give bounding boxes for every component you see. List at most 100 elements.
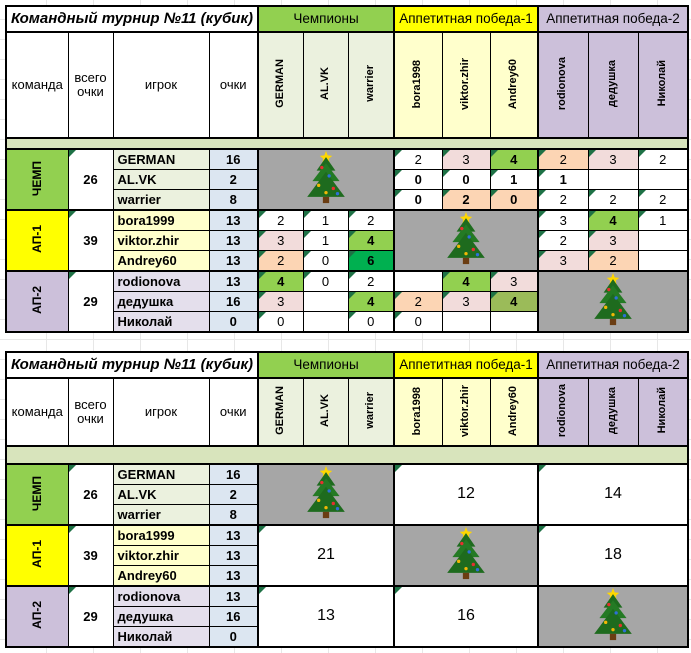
team-score-cell[interactable]: 18	[537, 524, 689, 587]
col-header-rodionova[interactable]: rodionova	[537, 377, 589, 447]
self-block-cell[interactable]	[393, 209, 539, 272]
score-cell[interactable]: 3	[257, 291, 304, 312]
points-cell[interactable]: 13	[208, 230, 259, 251]
col-header-dedushka[interactable]: дедушка	[587, 377, 639, 447]
score-cell[interactable]: 3	[587, 230, 639, 251]
score-cell[interactable]	[302, 291, 349, 312]
player-name-cell[interactable]: AL.VK	[112, 169, 210, 190]
score-cell[interactable]: 4	[489, 291, 539, 312]
col-header-dedushka[interactable]: дедушка	[587, 31, 639, 139]
col-header-team[interactable]: команда	[5, 377, 69, 447]
score-cell[interactable]: 0	[257, 311, 304, 333]
score-cell[interactable]	[587, 169, 639, 190]
group-header-champions[interactable]: Чемпионы	[257, 351, 395, 379]
score-cell[interactable]	[441, 311, 491, 333]
score-cell[interactable]	[393, 270, 443, 292]
total-cell[interactable]: 39	[67, 209, 114, 272]
score-cell[interactable]: 2	[393, 291, 443, 312]
team-cell-ap2[interactable]: АП-2	[5, 585, 69, 648]
score-cell[interactable]: 1	[637, 209, 689, 231]
score-cell[interactable]: 2	[537, 148, 589, 170]
team-score-cell[interactable]: 16	[393, 585, 539, 648]
col-header-german[interactable]: GERMAN	[257, 31, 304, 139]
team-cell-ap1[interactable]: АП-1	[5, 209, 69, 272]
score-cell[interactable]: 2	[441, 189, 491, 211]
score-cell[interactable]: 0	[489, 189, 539, 211]
points-cell[interactable]: 16	[208, 463, 259, 485]
score-cell[interactable]	[302, 311, 349, 333]
team-cell-ap2[interactable]: АП-2	[5, 270, 69, 333]
col-header-andrey60[interactable]: Andrey60	[489, 377, 539, 447]
points-cell[interactable]: 13	[208, 209, 259, 231]
col-header-points[interactable]: очки	[208, 31, 259, 139]
points-cell[interactable]: 8	[208, 504, 259, 526]
total-cell[interactable]: 39	[67, 524, 114, 587]
score-cell[interactable]: 0	[441, 169, 491, 190]
points-cell[interactable]: 0	[208, 626, 259, 648]
self-block-cell[interactable]	[257, 463, 395, 526]
player-name-cell[interactable]: Николай	[112, 311, 210, 333]
team-score-cell[interactable]: 21	[257, 524, 395, 587]
score-cell[interactable]: 0	[393, 169, 443, 190]
points-cell[interactable]: 2	[208, 484, 259, 505]
score-cell[interactable]: 2	[257, 250, 304, 272]
group-header-ap1[interactable]: Аппетитная победа-1	[393, 351, 539, 379]
points-cell[interactable]: 13	[208, 524, 259, 546]
score-cell[interactable]: 2	[587, 189, 639, 211]
team-cell-champ[interactable]: ЧЕМП	[5, 148, 69, 211]
col-header-alvk[interactable]: AL.VK	[302, 377, 349, 447]
col-header-bora1998[interactable]: bora1998	[393, 377, 443, 447]
col-header-alvk[interactable]: AL.VK	[302, 31, 349, 139]
player-name-cell[interactable]: дедушка	[112, 606, 210, 627]
score-cell[interactable]: 3	[441, 291, 491, 312]
points-cell[interactable]: 0	[208, 311, 259, 333]
score-cell[interactable]: 2	[587, 250, 639, 272]
col-header-german[interactable]: GERMAN	[257, 377, 304, 447]
col-header-total[interactable]: всего очки	[67, 31, 114, 139]
col-header-total[interactable]: всего очки	[67, 377, 114, 447]
score-cell[interactable]: 3	[537, 250, 589, 272]
score-cell[interactable]: 4	[347, 291, 395, 312]
score-cell[interactable]	[637, 169, 689, 190]
score-cell[interactable]: 2	[393, 148, 443, 170]
score-cell[interactable]: 1	[489, 169, 539, 190]
player-name-cell[interactable]: warrier	[112, 504, 210, 526]
total-cell[interactable]: 26	[67, 148, 114, 211]
score-cell[interactable]: 6	[347, 250, 395, 272]
score-cell[interactable]: 2	[257, 209, 304, 231]
score-cell[interactable]: 0	[302, 250, 349, 272]
points-cell[interactable]: 13	[208, 585, 259, 607]
score-cell[interactable]: 3	[489, 270, 539, 292]
points-cell[interactable]: 16	[208, 606, 259, 627]
score-cell[interactable]: 1	[302, 209, 349, 231]
score-cell[interactable]: 0	[302, 270, 349, 292]
team-score-cell[interactable]: 14	[537, 463, 689, 526]
score-cell[interactable]: 4	[489, 148, 539, 170]
group-header-ap1[interactable]: Аппетитная победа-1	[393, 5, 539, 33]
score-cell[interactable]: 4	[587, 209, 639, 231]
self-block-cell[interactable]	[537, 585, 689, 648]
player-name-cell[interactable]: viktor.zhir	[112, 230, 210, 251]
col-header-bora1998[interactable]: bora1998	[393, 31, 443, 139]
col-header-warrier[interactable]: warrier	[347, 31, 395, 139]
total-cell[interactable]: 26	[67, 463, 114, 526]
points-cell[interactable]: 13	[208, 250, 259, 272]
col-header-team[interactable]: команда	[5, 31, 69, 139]
team-cell-ap1[interactable]: АП-1	[5, 524, 69, 587]
score-cell[interactable]: 0	[393, 311, 443, 333]
col-header-viktorzhir[interactable]: viktor.zhir	[441, 31, 491, 139]
player-name-cell[interactable]: bora1999	[112, 209, 210, 231]
group-header-ap2[interactable]: Аппетитная победа-2	[537, 5, 689, 33]
score-cell[interactable]: 2	[537, 230, 589, 251]
self-block-cell[interactable]	[393, 524, 539, 587]
points-cell[interactable]: 2	[208, 169, 259, 190]
group-header-champions[interactable]: Чемпионы	[257, 5, 395, 33]
total-cell[interactable]: 29	[67, 585, 114, 648]
player-name-cell[interactable]: GERMAN	[112, 463, 210, 485]
player-name-cell[interactable]: warrier	[112, 189, 210, 211]
player-name-cell[interactable]: AL.VK	[112, 484, 210, 505]
player-name-cell[interactable]: bora1999	[112, 524, 210, 546]
score-cell[interactable]: 3	[257, 230, 304, 251]
score-cell[interactable]: 1	[302, 230, 349, 251]
score-cell[interactable]: 2	[637, 148, 689, 170]
